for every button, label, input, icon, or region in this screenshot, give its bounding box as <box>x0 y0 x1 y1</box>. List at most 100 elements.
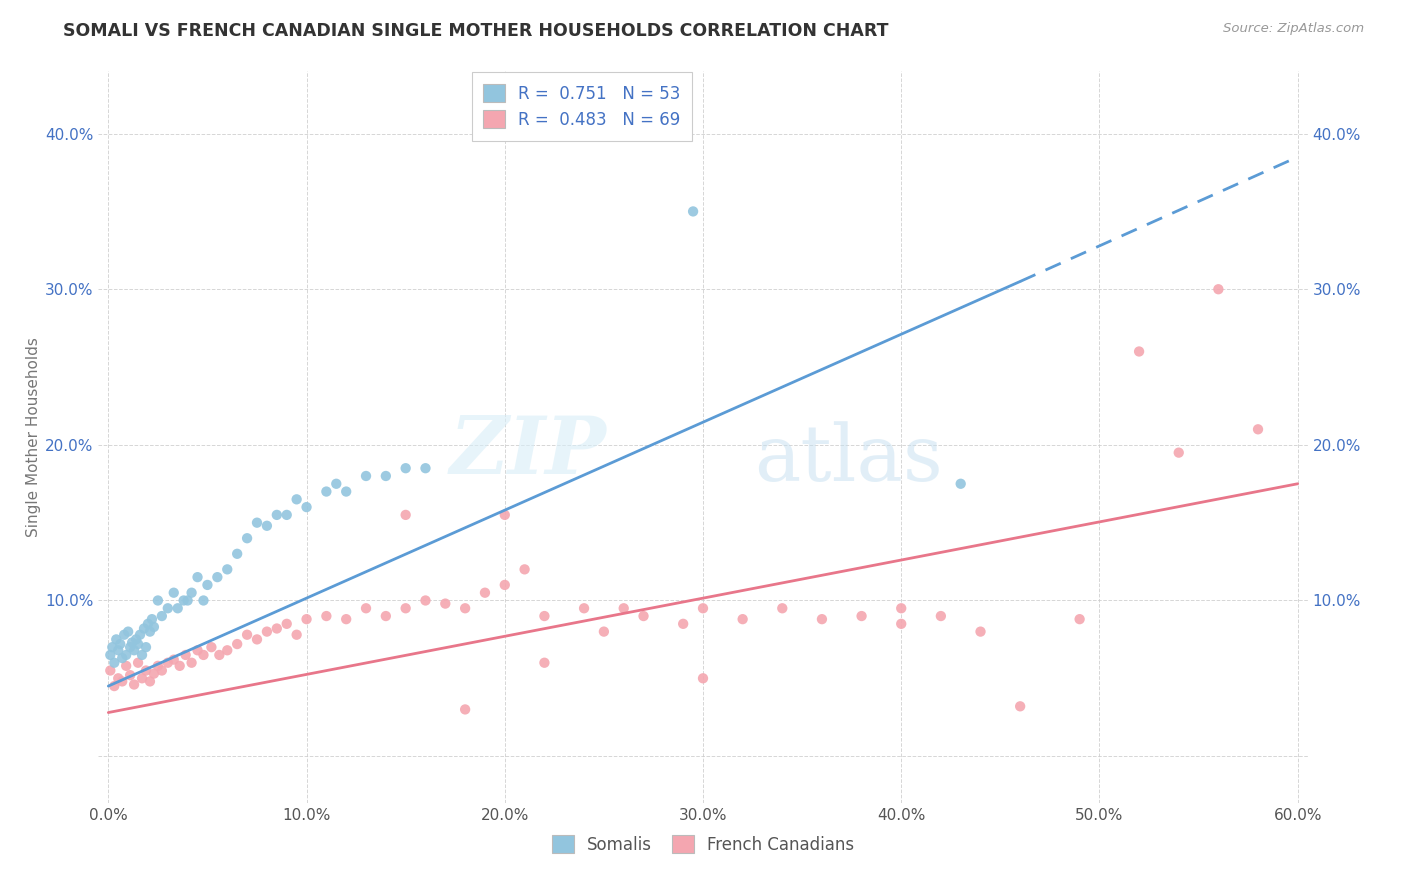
Point <box>193 648 215 662</box>
Point <box>246 516 269 530</box>
Point <box>415 593 437 607</box>
Point <box>111 651 134 665</box>
Text: atlas: atlas <box>754 421 942 497</box>
Point <box>146 658 169 673</box>
Point <box>1128 344 1150 359</box>
Text: ZIP: ZIP <box>450 413 606 491</box>
Point <box>395 601 418 615</box>
Point <box>111 674 134 689</box>
Point <box>692 671 714 685</box>
Point <box>98 664 121 678</box>
Point <box>112 628 135 642</box>
Point <box>374 469 396 483</box>
Point <box>193 593 215 607</box>
Point <box>98 648 121 662</box>
Point <box>285 492 308 507</box>
Point <box>811 612 834 626</box>
Point <box>613 601 636 615</box>
Point <box>156 656 179 670</box>
Point <box>136 616 159 631</box>
Point <box>276 508 298 522</box>
Point <box>115 648 138 662</box>
Point <box>139 674 162 689</box>
Point <box>682 204 704 219</box>
Text: SOMALI VS FRENCH CANADIAN SINGLE MOTHER HOUSEHOLDS CORRELATION CHART: SOMALI VS FRENCH CANADIAN SINGLE MOTHER … <box>63 22 889 40</box>
Point <box>572 601 595 615</box>
Legend: Somalis, French Canadians: Somalis, French Canadians <box>541 825 865 864</box>
Point <box>533 609 555 624</box>
Point <box>103 679 125 693</box>
Point <box>266 622 288 636</box>
Point <box>132 622 155 636</box>
Point <box>276 616 298 631</box>
Point <box>256 624 278 639</box>
Point <box>415 461 437 475</box>
Point <box>131 648 153 662</box>
Point <box>226 547 249 561</box>
Point <box>120 640 142 655</box>
Point <box>217 643 239 657</box>
Point <box>256 518 278 533</box>
Point <box>474 585 496 599</box>
Point <box>176 593 198 607</box>
Point <box>156 601 179 615</box>
Point <box>354 469 377 483</box>
Point <box>125 632 148 647</box>
Point <box>395 461 418 475</box>
Point <box>103 656 125 670</box>
Point <box>107 671 129 685</box>
Point <box>180 585 202 599</box>
Point <box>186 570 208 584</box>
Point <box>890 616 912 631</box>
Point <box>236 628 259 642</box>
Point <box>139 624 162 639</box>
Point <box>135 640 157 655</box>
Point <box>110 637 132 651</box>
Point <box>101 640 124 655</box>
Point <box>169 658 191 673</box>
Point <box>454 702 477 716</box>
Text: Source: ZipAtlas.com: Source: ZipAtlas.com <box>1223 22 1364 36</box>
Point <box>335 612 357 626</box>
Point <box>890 601 912 615</box>
Point <box>533 656 555 670</box>
Point <box>141 612 163 626</box>
Point <box>146 593 169 607</box>
Point <box>107 643 129 657</box>
Point <box>166 601 188 615</box>
Point <box>131 671 153 685</box>
Point <box>122 677 145 691</box>
Point <box>731 612 754 626</box>
Point <box>236 531 259 545</box>
Point <box>949 476 972 491</box>
Point <box>186 643 208 657</box>
Point <box>513 562 536 576</box>
Point <box>150 664 173 678</box>
Point <box>117 624 139 639</box>
Point <box>315 484 337 499</box>
Point <box>207 570 229 584</box>
Point <box>127 637 149 651</box>
Point <box>434 597 457 611</box>
Point <box>1208 282 1230 296</box>
Point <box>163 652 186 666</box>
Point <box>142 666 165 681</box>
Point <box>335 484 357 499</box>
Point <box>672 616 695 631</box>
Point <box>121 635 143 649</box>
Point <box>127 656 149 670</box>
Point <box>1010 699 1032 714</box>
Point <box>374 609 396 624</box>
Point <box>163 585 186 599</box>
Point <box>593 624 616 639</box>
Point <box>395 508 418 522</box>
Point <box>633 609 655 624</box>
Point <box>246 632 269 647</box>
Point <box>692 601 714 615</box>
Point <box>494 578 516 592</box>
Point <box>208 648 231 662</box>
Point <box>174 648 197 662</box>
Point <box>200 640 222 655</box>
Point <box>150 609 173 624</box>
Point <box>295 500 318 515</box>
